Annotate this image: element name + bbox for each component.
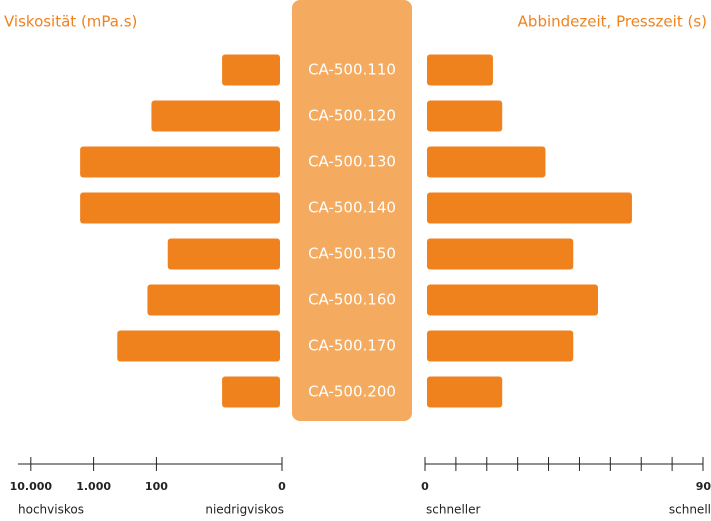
bar [151, 100, 280, 132]
bar [427, 284, 598, 316]
category-label: CA-500.130 [308, 153, 396, 171]
bar [427, 238, 574, 270]
category-label: CA-500.120 [308, 107, 396, 125]
bar [427, 330, 574, 362]
axis-label: niedrigviskos [205, 503, 284, 517]
bar [427, 376, 503, 408]
origin-label: 0 [278, 480, 286, 493]
right-title: Abbindezeit, Presszeit (s) [518, 13, 707, 31]
axis-label: schneller [426, 503, 480, 517]
category-label: CA-500.200 [308, 383, 396, 401]
category-label: CA-500.140 [308, 199, 396, 217]
x-tick-label: 0 [421, 480, 429, 493]
x-tick-label: 1.000 [76, 480, 111, 493]
axis-label: hochviskos [18, 503, 84, 517]
bar [80, 146, 280, 178]
bar [117, 330, 280, 362]
bar [147, 284, 280, 316]
bar [427, 54, 493, 86]
bar [167, 238, 280, 270]
bar [222, 54, 280, 86]
bar [222, 376, 280, 408]
x-tick-label: 90 [696, 480, 711, 493]
x-tick-label: 10.000 [10, 480, 53, 493]
category-column [292, 0, 412, 421]
axis-label: schnell [669, 503, 711, 517]
category-label: CA-500.160 [308, 291, 396, 309]
category-label: CA-500.150 [308, 245, 396, 263]
bar [427, 100, 503, 132]
bar [427, 146, 546, 178]
bar [427, 192, 632, 224]
category-label: CA-500.110 [308, 61, 396, 79]
left-title: Viskosität (mPa.s) [4, 13, 137, 31]
bar [80, 192, 280, 224]
x-tick-label: 100 [145, 480, 168, 493]
category-label: CA-500.170 [308, 337, 396, 355]
